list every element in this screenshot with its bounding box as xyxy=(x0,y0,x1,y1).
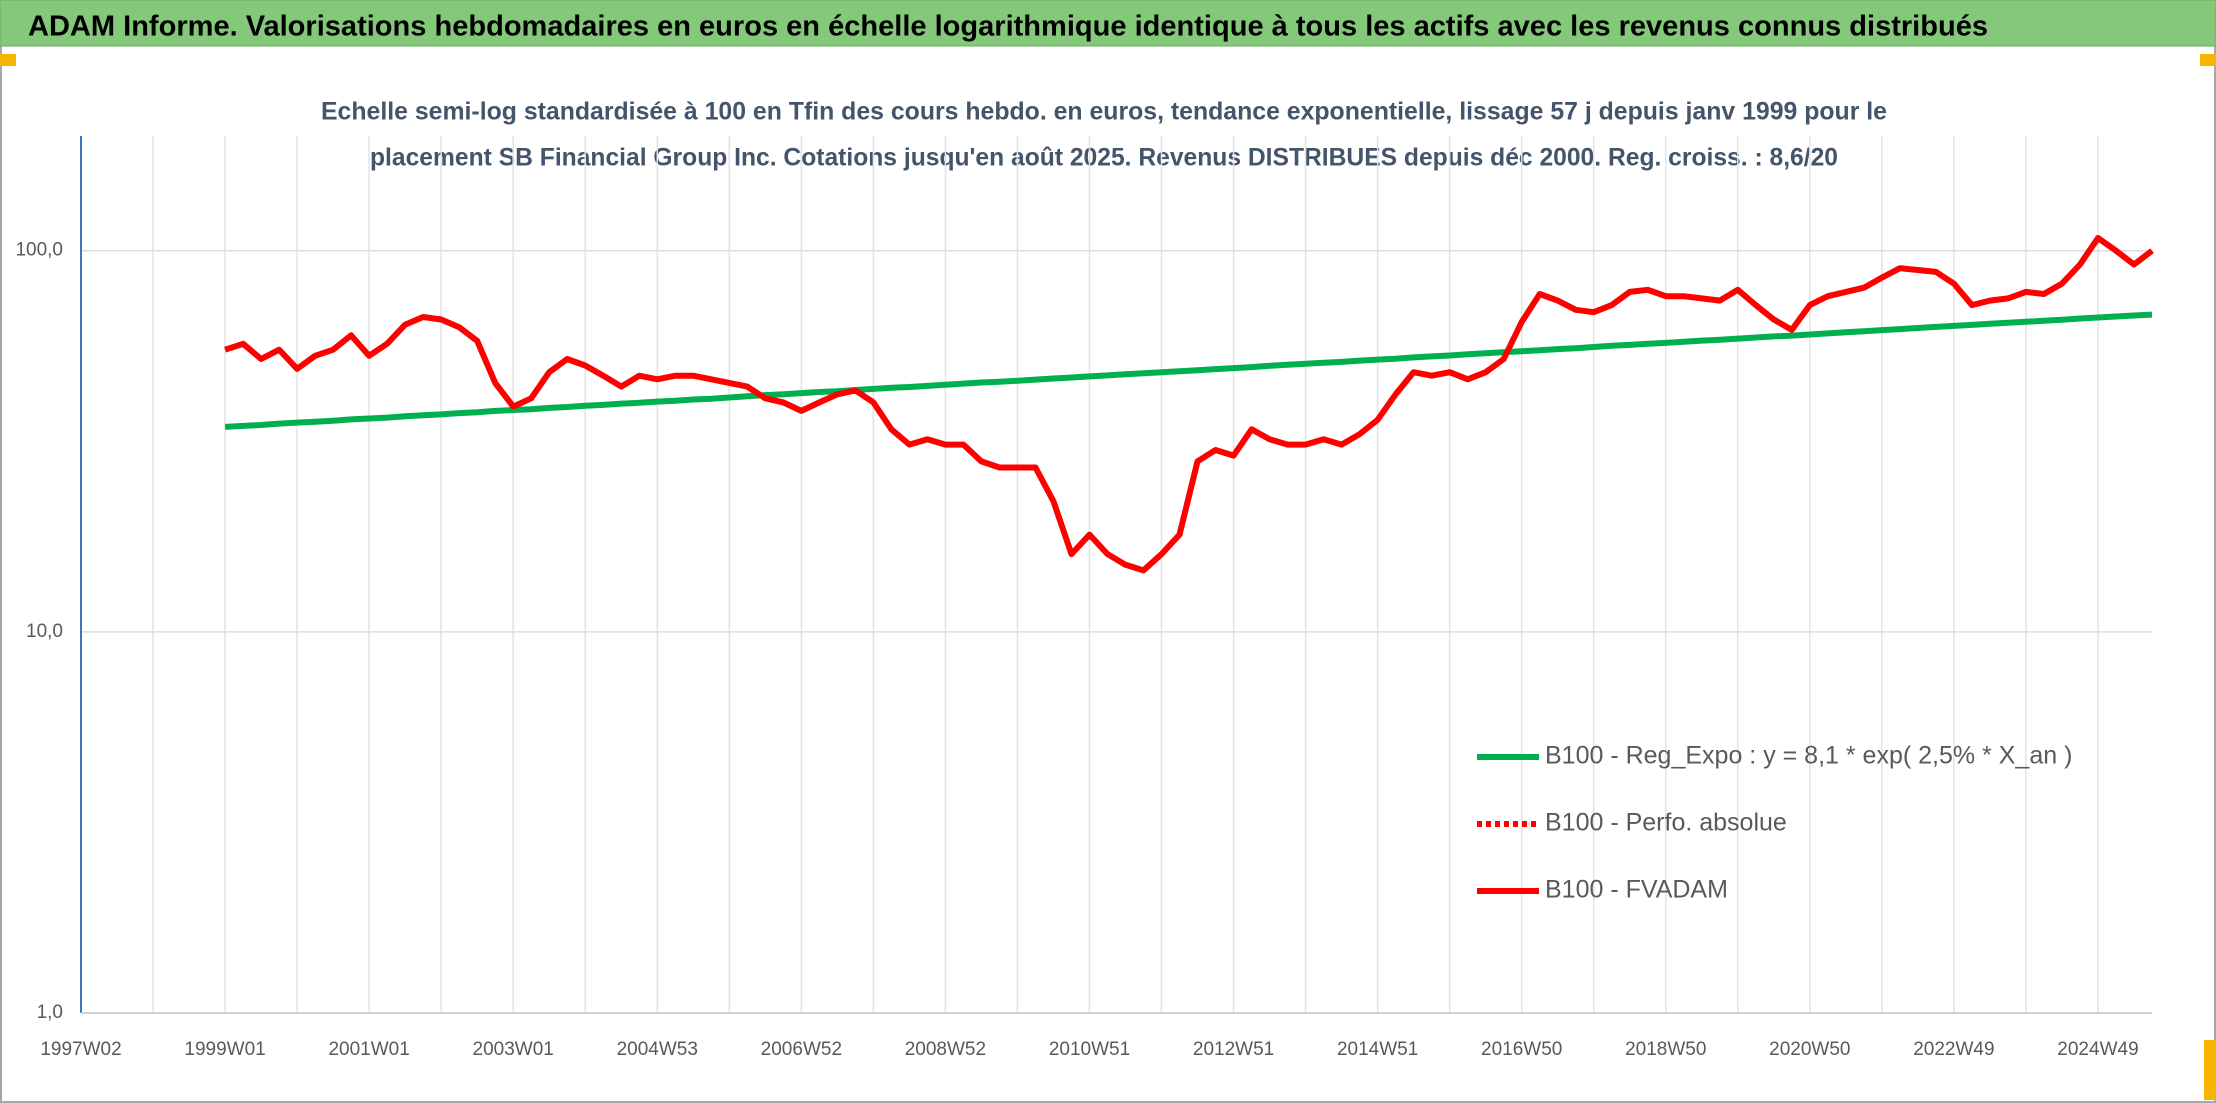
header-bar xyxy=(0,0,2216,47)
corner-mark xyxy=(2200,54,2216,66)
chart-frame xyxy=(0,39,2216,1103)
x-tick-label: 2012W51 xyxy=(1193,1039,1274,1060)
x-tick-label: 1997W02 xyxy=(40,1039,121,1060)
x-tick-label: 2004W53 xyxy=(617,1039,698,1060)
x-tick-label: 2010W51 xyxy=(1049,1039,1130,1060)
corner-mark xyxy=(0,54,16,66)
x-tick-label: 2006W52 xyxy=(761,1039,842,1060)
chart-subtitle: placement SB Financial Group Inc. Cotati… xyxy=(370,144,1838,172)
corner-mark xyxy=(2204,1040,2216,1100)
x-tick-label: 2020W50 xyxy=(1769,1039,1850,1060)
y-tick-label: 10,0 xyxy=(26,621,63,642)
x-tick-label: 2003W01 xyxy=(473,1039,554,1060)
chart-title: ADAM Informe. Valorisations hebdomadaire… xyxy=(28,11,1988,43)
y-tick-label: 1,0 xyxy=(37,1002,63,1023)
series-line xyxy=(224,311,2153,430)
x-tick-label: 2022W49 xyxy=(1913,1039,1994,1060)
x-tick-label: 2016W50 xyxy=(1481,1039,1562,1060)
x-tick-label: 2018W50 xyxy=(1625,1039,1706,1060)
legend-label: B100 - FVADAM xyxy=(1545,876,1728,904)
x-tick-label: 2014W51 xyxy=(1337,1039,1418,1060)
x-tick-label: 2024W49 xyxy=(2057,1039,2138,1060)
legend-label: B100 - Reg_Expo : y = 8,1 * exp( 2,5% * … xyxy=(1545,742,2072,770)
x-tick-label: 1999W01 xyxy=(184,1039,265,1060)
x-tick-label: 2001W01 xyxy=(328,1039,409,1060)
y-tick-label: 100,0 xyxy=(15,240,63,261)
chart-subtitle: Echelle semi-log standardisée à 100 en T… xyxy=(321,98,1887,126)
series-line xyxy=(224,235,2154,574)
x-tick-label: 2008W52 xyxy=(905,1039,986,1060)
legend-label: B100 - Perfo. absolue xyxy=(1545,809,1787,837)
